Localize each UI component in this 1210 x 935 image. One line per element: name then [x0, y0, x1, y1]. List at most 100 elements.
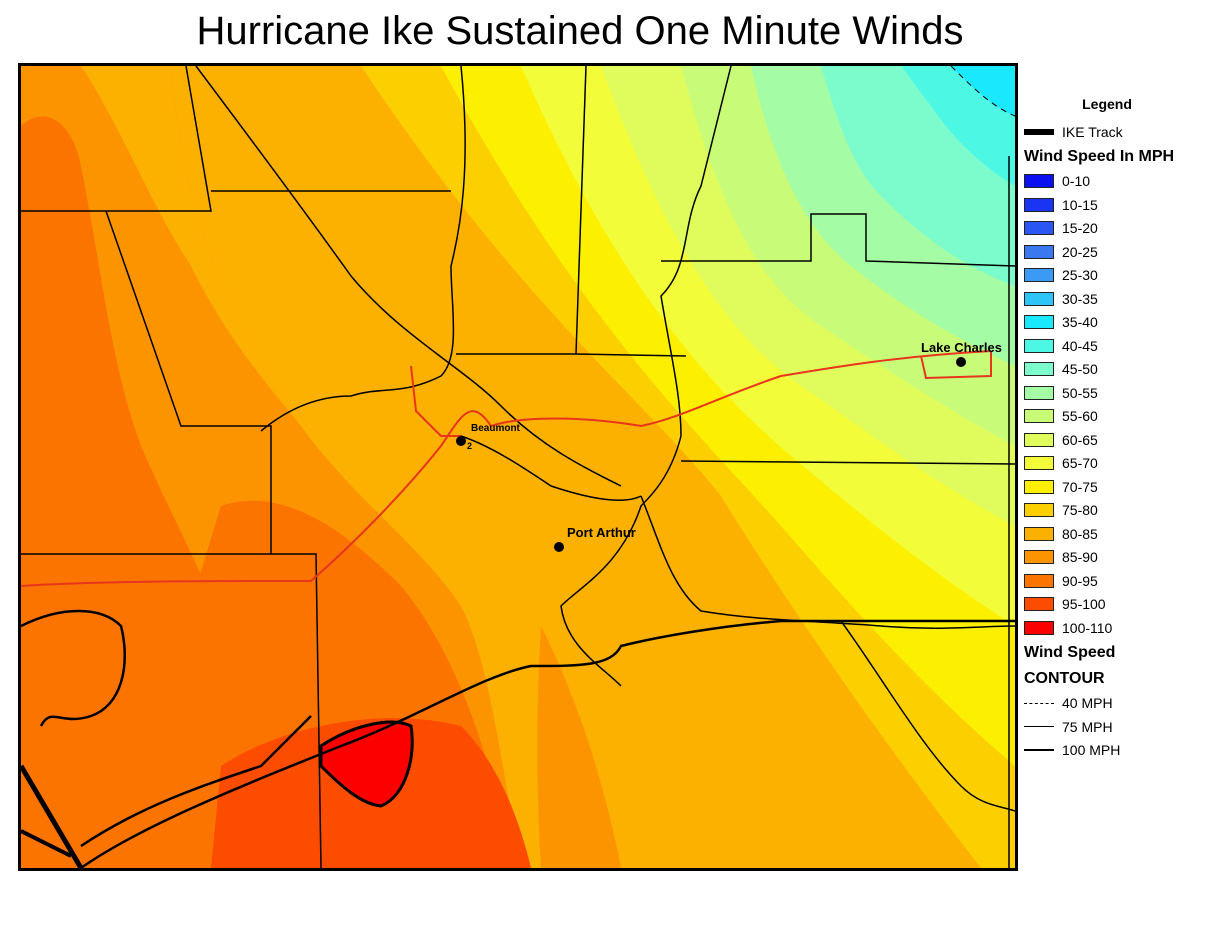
wind-map[interactable]: Lake Charles Beaumont 2 Port Arthur — [21, 66, 1015, 868]
legend-swatch — [1024, 291, 1054, 306]
track-swatch — [1024, 128, 1054, 135]
legend-swatch — [1024, 409, 1054, 424]
legend-heading: Legend — [1082, 96, 1132, 112]
legend-swatch — [1024, 268, 1054, 283]
legend-class-label: 100-110 — [1062, 619, 1113, 636]
legend-swatch — [1024, 432, 1054, 447]
legend-class-label: 20-25 — [1062, 243, 1098, 260]
legend-class-label: 30-35 — [1062, 290, 1098, 307]
boundary-river-east — [560, 66, 732, 687]
legend-class-45-50: 45-50 — [1022, 358, 1210, 382]
boundary-west-2 — [21, 210, 272, 555]
boundary-river-west — [260, 66, 466, 432]
legend-class-80-85: 80-85 — [1022, 522, 1210, 546]
legend-class-25-30: 25-30 — [1022, 264, 1210, 288]
contour-line-swatch — [1024, 749, 1054, 752]
band-100-110 — [319, 720, 414, 808]
legend-swatch — [1024, 479, 1054, 494]
boundary-east-2 — [680, 460, 1015, 465]
legend-class-20-25: 20-25 — [1022, 240, 1210, 264]
coastline — [21, 609, 1015, 868]
cities: Lake Charles Beaumont 2 Port Arthur — [456, 340, 1002, 552]
legend-swatch — [1024, 174, 1054, 189]
legend-class-40-45: 40-45 — [1022, 334, 1210, 358]
legend-class-label: 15-20 — [1062, 220, 1098, 237]
legend-class-label: 90-95 — [1062, 572, 1098, 589]
legend-class-label: 80-85 — [1062, 525, 1098, 542]
legend-swatch — [1024, 362, 1054, 377]
ike-track — [21, 764, 84, 868]
legend-swatch — [1024, 338, 1054, 353]
ike-track-line — [21, 764, 84, 868]
legend-swatch — [1024, 526, 1054, 541]
map-title: Hurricane Ike Sustained One Minute Winds — [196, 9, 964, 53]
legend-class-label: 0-10 — [1062, 173, 1091, 190]
legend-class-label: 45-50 — [1062, 361, 1098, 378]
city-label-port-arthur: Port Arthur — [567, 525, 636, 540]
legend-class-label: 35-40 — [1062, 314, 1098, 331]
legend-swatch — [1024, 315, 1054, 330]
boundary-vert-1 — [575, 66, 587, 355]
legend-swatch — [1024, 456, 1054, 471]
legend-class-label: 55-60 — [1062, 408, 1098, 425]
boundary-neches — [460, 435, 642, 501]
legend-contours: 40 MPH 75 MPH 100 MPH — [1022, 692, 1210, 763]
legend: Legend IKE Track Wind Speed In MPH 0-10 1… — [1022, 90, 1210, 762]
highway-spur-lake-charles — [920, 351, 992, 380]
contour-line-swatch — [1024, 702, 1054, 704]
legend-class-70-75: 70-75 — [1022, 475, 1210, 499]
coast-main — [80, 619, 1015, 868]
legend-class-100-110: 100-110 — [1022, 616, 1210, 640]
interstate-10 — [21, 350, 992, 587]
city-dot-port-arthur — [554, 542, 564, 552]
city-label-beaumont: Beaumont — [471, 423, 521, 434]
route-marker: 2 — [467, 441, 472, 451]
legend-class-85-90: 85-90 — [1022, 546, 1210, 570]
legend-class-35-40: 35-40 — [1022, 311, 1210, 335]
ike-track-line-2 — [21, 829, 72, 858]
legend-class-10-15: 10-15 — [1022, 193, 1210, 217]
legend-swatch — [1024, 573, 1054, 588]
city-label-lake-charles: Lake Charles — [921, 340, 1002, 355]
legend-class-65-70: 65-70 — [1022, 452, 1210, 476]
band-85-90-east — [537, 626, 621, 868]
map-frame[interactable]: Lake Charles Beaumont 2 Port Arthur — [18, 63, 1018, 871]
legend-class-label: 25-30 — [1062, 267, 1098, 284]
city-dot-lake-charles — [956, 357, 966, 367]
legend-class-90-95: 90-95 — [1022, 569, 1210, 593]
county-boundaries — [21, 66, 1015, 868]
legend-class-label: 75-80 — [1062, 502, 1098, 519]
legend-class-50-55: 50-55 — [1022, 381, 1210, 405]
city-port-arthur[interactable]: Port Arthur — [554, 525, 636, 552]
boundary-nw-diag — [195, 66, 622, 487]
legend-item-track: IKE Track — [1022, 120, 1210, 144]
legend-class-label: 85-90 — [1062, 549, 1098, 566]
legend-class-label: 50-55 — [1062, 384, 1098, 401]
legend-track-label: IKE Track — [1062, 123, 1123, 140]
city-lake-charles[interactable]: Lake Charles — [921, 340, 1002, 367]
legend-contour-75-mph: 75 MPH — [1022, 715, 1210, 739]
legend-classes: 0-10 10-15 15-20 20-25 25-30 30-35 35-40 40-45 4… — [1022, 170, 1210, 640]
city-beaumont[interactable]: Beaumont 2 — [456, 423, 521, 451]
city-dot-beaumont — [456, 436, 466, 446]
legend-class-30-35: 30-35 — [1022, 287, 1210, 311]
band-35-40 — [951, 66, 1015, 116]
coast-peninsula — [80, 715, 312, 848]
legend-wind-speed-heading: Wind Speed In MPH — [1024, 147, 1175, 165]
legend-class-75-80: 75-80 — [1022, 499, 1210, 523]
legend-contour-heading-1: Wind Speed — [1024, 643, 1116, 661]
legend-swatch — [1024, 197, 1054, 212]
legend-swatch — [1024, 620, 1054, 635]
legend-swatch — [1024, 597, 1054, 612]
band-80-85-west-strip — [81, 66, 301, 426]
legend-contour-heading-2: CONTOUR — [1024, 669, 1105, 687]
highway-spur-north — [410, 365, 461, 437]
legend-swatch — [1024, 221, 1054, 236]
legend-class-95-100: 95-100 — [1022, 593, 1210, 617]
legend-swatch — [1024, 503, 1054, 518]
legend-class-55-60: 55-60 — [1022, 405, 1210, 429]
legend-contour-label: 100 MPH — [1062, 742, 1121, 759]
wind-speed-bands — [21, 66, 1015, 868]
boundary-east-coast-cut — [840, 620, 1015, 812]
legend-class-label: 40-45 — [1062, 337, 1098, 354]
